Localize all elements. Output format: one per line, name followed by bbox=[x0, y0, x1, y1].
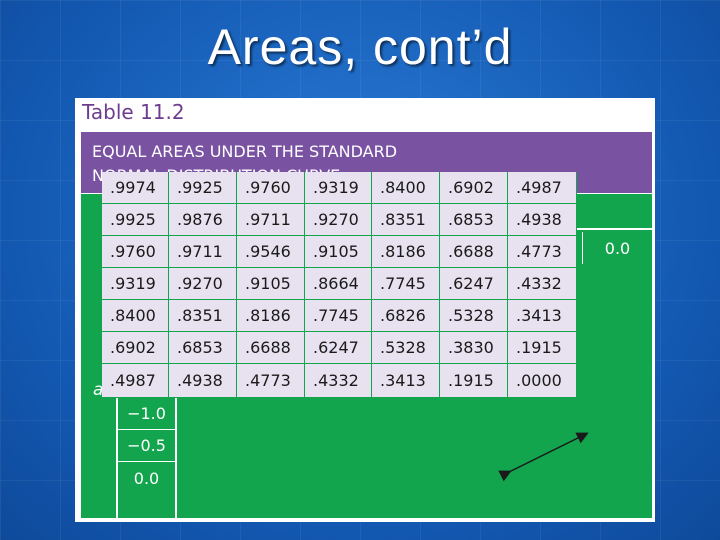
table-cell: .9711 bbox=[169, 236, 237, 268]
table-cell: .9546 bbox=[237, 236, 305, 268]
a-axis-label: a bbox=[93, 380, 104, 400]
table-number-label: Table 11.2 bbox=[82, 100, 185, 124]
table-cell: .6688 bbox=[440, 236, 508, 268]
table-cell: .8664 bbox=[305, 268, 372, 300]
table-cell: .4938 bbox=[508, 204, 577, 236]
table-cell: .3413 bbox=[508, 300, 577, 332]
table-cell: .5328 bbox=[372, 332, 440, 364]
table-cell: .9925 bbox=[169, 172, 237, 204]
table-cell: .4987 bbox=[102, 364, 169, 398]
table-cell: .6247 bbox=[305, 332, 372, 364]
column-separator bbox=[582, 232, 583, 264]
table-cell: .4773 bbox=[508, 236, 577, 268]
table-cell: .0000 bbox=[508, 364, 577, 398]
table-heading-line-1: EQUAL AREAS UNDER THE STANDARD bbox=[92, 142, 398, 161]
column-header: 0.0 bbox=[604, 239, 631, 258]
row-label: 0.0 bbox=[133, 469, 160, 488]
table-cell: .7745 bbox=[305, 300, 372, 332]
table-cell: .7745 bbox=[372, 268, 440, 300]
table-cell: .5328 bbox=[440, 300, 508, 332]
table-cell: .9319 bbox=[102, 268, 169, 300]
table-cell: .9711 bbox=[237, 204, 305, 236]
table-cell: .6853 bbox=[440, 204, 508, 236]
table-cell: .9319 bbox=[305, 172, 372, 204]
table-cell: .1915 bbox=[508, 332, 577, 364]
table-cell: .8400 bbox=[372, 172, 440, 204]
table-cell: .9760 bbox=[237, 172, 305, 204]
table-cell: .8400 bbox=[102, 300, 169, 332]
table-cell: .9270 bbox=[169, 268, 237, 300]
row-label: −0.5 bbox=[118, 430, 175, 462]
table-cell: .9760 bbox=[102, 236, 169, 268]
table-cell: .9105 bbox=[237, 268, 305, 300]
table-cell: .9876 bbox=[169, 204, 237, 236]
table-cell: .8351 bbox=[372, 204, 440, 236]
table-cell: .9270 bbox=[305, 204, 372, 236]
table-cell: .4332 bbox=[305, 364, 372, 398]
table-cell: .6247 bbox=[440, 268, 508, 300]
table-cell: .6853 bbox=[169, 332, 237, 364]
table-cell: .9105 bbox=[305, 236, 372, 268]
values-grid: .9974.9925.9760.9319.8400.6902.4987.9925… bbox=[102, 172, 577, 398]
table-cell: .8351 bbox=[169, 300, 237, 332]
table-cell: .4987 bbox=[508, 172, 577, 204]
table-cell: .3413 bbox=[372, 364, 440, 398]
table-cell: .1915 bbox=[440, 364, 508, 398]
table-cell: .9925 bbox=[102, 204, 169, 236]
table-cell: .6902 bbox=[440, 172, 508, 204]
table-cell: .8186 bbox=[372, 236, 440, 268]
table-cell: .8186 bbox=[237, 300, 305, 332]
slide-title: Areas, cont’d bbox=[207, 19, 513, 75]
table-cell: .4773 bbox=[237, 364, 305, 398]
table-cell: .6826 bbox=[372, 300, 440, 332]
table-cell: .4938 bbox=[169, 364, 237, 398]
row-label: −1.0 bbox=[118, 398, 175, 430]
table-cell: .6902 bbox=[102, 332, 169, 364]
table-cell: .6688 bbox=[237, 332, 305, 364]
table-cell: .9974 bbox=[102, 172, 169, 204]
table-cell: .4332 bbox=[508, 268, 577, 300]
table-cell: .3830 bbox=[440, 332, 508, 364]
